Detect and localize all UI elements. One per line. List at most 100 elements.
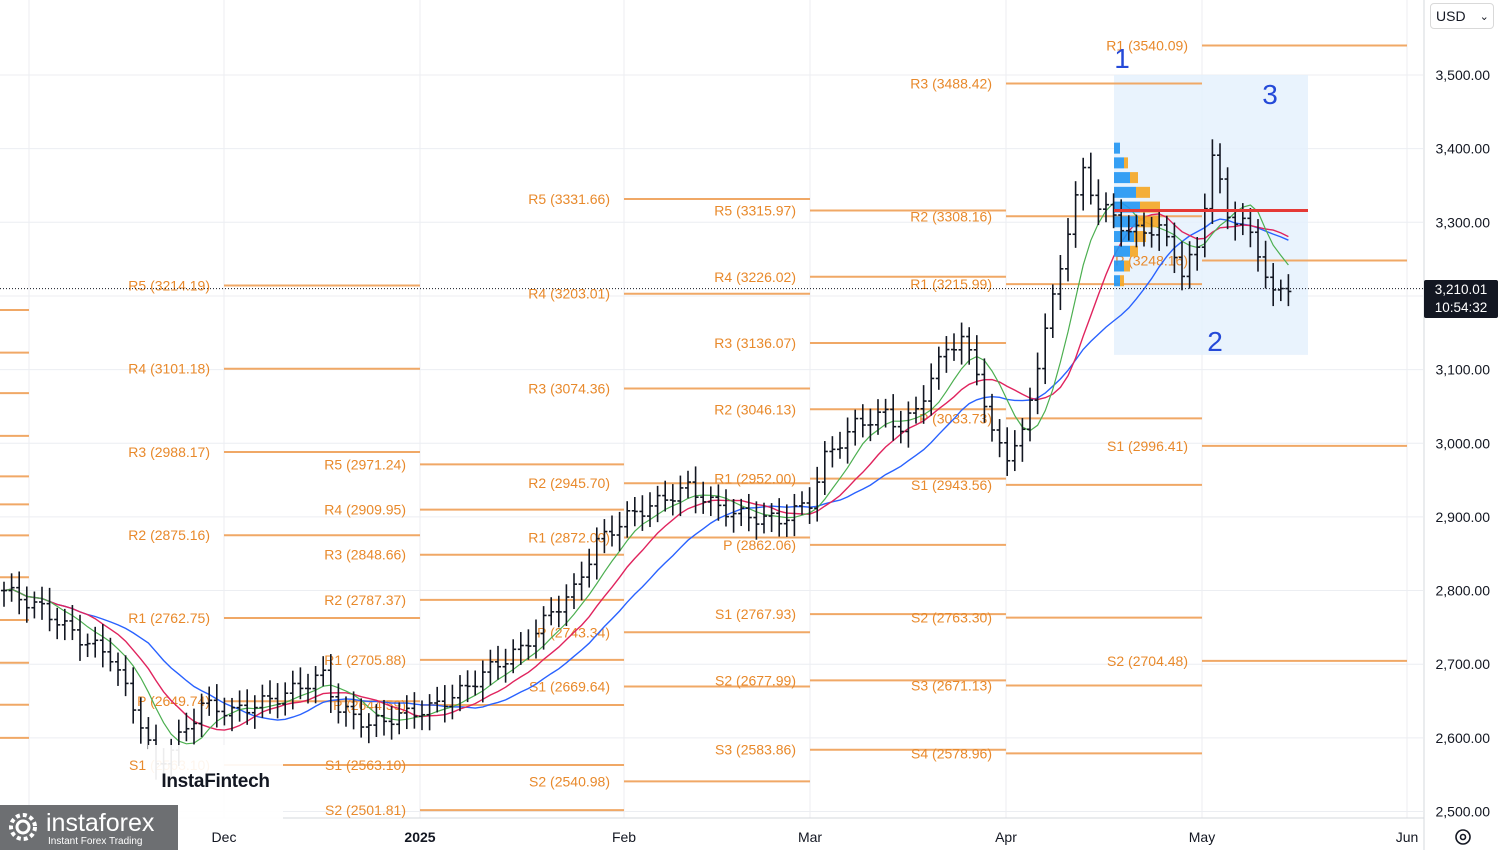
ohlc-bar: [799, 491, 805, 515]
ohlc-bar: [647, 492, 653, 528]
ohlc-bar: [373, 704, 380, 737]
ohlc-bar: [654, 485, 661, 523]
pivot-label: S1 (2943.56): [911, 477, 992, 493]
pivot-label: R3 (3136.07): [714, 335, 796, 351]
ohlc-bar: [1239, 203, 1246, 236]
ohlc-bar: [700, 481, 707, 514]
ohlc-bar: [639, 495, 646, 531]
ohlc-bar: [510, 639, 517, 674]
ohlc-bar: [327, 654, 334, 713]
pivot-label: R5 (2971.24): [324, 456, 406, 472]
ohlc-bar: [350, 691, 357, 730]
last-price-badge: 3,210.01 10:54:32: [1424, 280, 1498, 318]
currency-selector[interactable]: USD ⌄: [1430, 3, 1494, 29]
ohlc-bar: [669, 484, 676, 516]
ohlc-bar: [707, 486, 714, 517]
ohlc-bar: [533, 619, 539, 659]
ohlc-bar: [821, 441, 828, 495]
ohlc-bar: [1270, 263, 1277, 307]
price-axis-label: 3,500.00: [1436, 67, 1491, 83]
ohlc-bar: [449, 684, 456, 720]
ohlc-bar: [495, 645, 501, 680]
ohlc-bar: [1011, 430, 1018, 472]
ohlc-bar: [107, 637, 114, 672]
pivot-label: S3 (2583.86): [715, 742, 796, 758]
ohlc-bar: [320, 656, 327, 687]
ma-red-line: [3, 213, 1289, 731]
ohlc-bar: [1118, 199, 1125, 247]
ohlc-bar: [130, 667, 137, 724]
ohlc-bar: [434, 686, 441, 713]
settings-icon[interactable]: [1452, 826, 1474, 848]
ohlc-bar: [1141, 212, 1147, 247]
ohlc-bar: [487, 649, 494, 686]
ohlc-bar: [996, 419, 1003, 458]
ohlc-bar: [335, 683, 342, 724]
ohlc-bar: [586, 548, 593, 588]
pivot-label: R2 (2875.16): [128, 527, 210, 543]
ohlc-bar: [1148, 216, 1155, 248]
ohlc-bar: [875, 399, 881, 435]
ohlc-bar: [1034, 352, 1041, 415]
ohlc-bar: [84, 633, 91, 658]
volume-profile-bar: [1130, 245, 1138, 257]
time-axis-label: Apr: [995, 829, 1017, 845]
pivot-label: R2 (3046.13): [714, 401, 796, 417]
ohlc-bar: [555, 595, 562, 628]
ohlc-bar: [464, 670, 471, 703]
ohlc-bar: [958, 322, 965, 365]
ohlc-bar: [829, 436, 836, 468]
ohlc-bar: [46, 587, 53, 632]
pivot-label: S2 (2763.30): [911, 610, 992, 626]
ohlc-bar: [571, 573, 577, 610]
pivot-label: R1 (2872.00): [528, 530, 610, 546]
ohlc-bar: [297, 667, 304, 700]
ohlc-bar: [973, 335, 980, 386]
pivot-label: R1 (2952.00): [714, 471, 796, 487]
ohlc-bar: [236, 690, 243, 722]
ohlc-bar: [381, 699, 387, 736]
ohlc-bar: [1194, 237, 1201, 271]
ohlc-bar: [396, 702, 403, 735]
ma-green-line: [3, 201, 1289, 745]
price-axis-label: 3,000.00: [1436, 435, 1491, 451]
price-axis-label: 3,300.00: [1436, 214, 1491, 230]
volume-profile-bar: [1114, 201, 1140, 213]
volume-profile-bar: [1130, 172, 1138, 184]
ohlc-bar: [267, 680, 273, 714]
ohlc-bar: [426, 694, 433, 731]
ohlc-bar: [122, 655, 129, 697]
ohlc-bar: [282, 682, 289, 716]
ohlc-bar: [137, 697, 144, 744]
ohlc-bar: [692, 466, 699, 514]
ohlc-bar: [343, 696, 349, 727]
ohlc-bar: [479, 660, 486, 703]
ohlc-bar: [593, 527, 600, 580]
ohlc-bar: [274, 683, 281, 719]
volume-profile-bar: [1134, 231, 1146, 243]
ohlc-bar: [951, 333, 957, 361]
ohlc-bar: [1255, 219, 1261, 272]
ohlc-bars: [1, 139, 1292, 780]
ohlc-bar: [928, 363, 935, 416]
pivot-label: R3 (3488.42): [910, 76, 992, 92]
price-axis-label: 2,600.00: [1436, 730, 1491, 746]
pivot-label: S2 (2704.48): [1107, 653, 1188, 669]
pivot-label: R3 (2988.17): [128, 444, 210, 460]
volume-profile-bar: [1114, 142, 1120, 154]
pivot-label: S2 (2677.99): [715, 672, 796, 688]
ohlc-bar: [1171, 222, 1178, 274]
ohlc-bar: [548, 597, 555, 626]
ohlc-bar: [358, 698, 365, 738]
wave-label: 2: [1207, 326, 1223, 357]
moving-averages: [3, 201, 1289, 745]
ohlc-bar: [768, 503, 775, 533]
ohlc-bar: [145, 717, 152, 750]
ohlc-bar: [457, 675, 463, 712]
price-axis-label: 2,500.00: [1436, 804, 1491, 820]
volume-profile-bar: [1114, 172, 1130, 184]
price-axis-label: 3,100.00: [1436, 362, 1491, 378]
ohlc-bar: [685, 470, 691, 499]
ohlc-bar: [791, 493, 798, 537]
